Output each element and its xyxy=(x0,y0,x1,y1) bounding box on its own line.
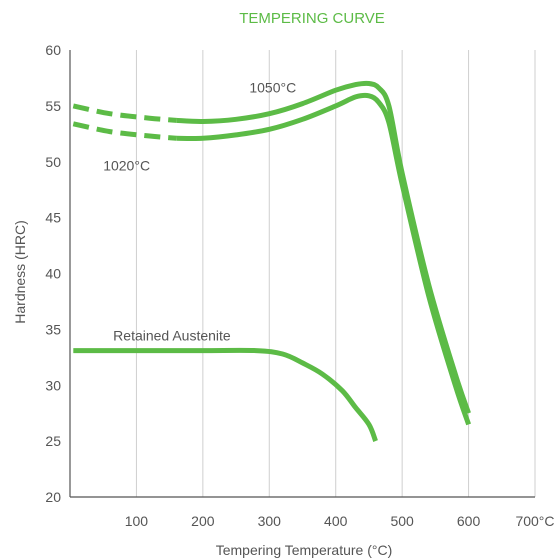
y-tick-label-55: 55 xyxy=(45,98,61,114)
y-tick-label-25: 25 xyxy=(45,433,61,449)
x-tick-label-100: 100 xyxy=(125,513,149,529)
annotation-1050-c: 1050°C xyxy=(249,79,296,95)
y-tick-label-20: 20 xyxy=(45,489,61,505)
y-tick-label-40: 40 xyxy=(45,266,61,282)
annotation-1020-c: 1020°C xyxy=(103,158,150,174)
x-tick-labels: 100 200 300 400 500 600 700°C xyxy=(125,513,555,529)
chart-title: TEMPERING CURVE xyxy=(239,10,385,27)
y-tick-label-30: 30 xyxy=(45,377,61,393)
series-line-retained-austenite xyxy=(73,347,378,443)
series-line-1050-c xyxy=(176,80,471,415)
y-tick-label-35: 35 xyxy=(45,321,61,337)
annotations: 1050°C 1020°C Retained Austenite xyxy=(103,79,296,343)
axes xyxy=(69,50,535,498)
y-tick-label-45: 45 xyxy=(45,210,61,226)
x-tick-label-300: 300 xyxy=(258,513,282,529)
series-lines xyxy=(72,80,471,443)
series-line-1020-c-dashed xyxy=(72,121,177,141)
x-tick-label-600: 600 xyxy=(457,513,481,529)
series-line-1020-c xyxy=(176,92,471,426)
y-tick-label-50: 50 xyxy=(45,154,61,170)
series-line-1050-c-dashed xyxy=(72,103,177,123)
x-tick-label-700: 700°C xyxy=(515,513,554,529)
x-axis-label: Tempering Temperature (°C) xyxy=(216,542,393,558)
grid-lines xyxy=(135,50,536,497)
x-tick-label-400: 400 xyxy=(324,513,348,529)
y-tick-labels: 20 25 30 35 40 45 50 55 60 xyxy=(45,42,61,505)
y-tick-label-60: 60 xyxy=(45,42,61,58)
x-tick-label-200: 200 xyxy=(191,513,215,529)
annotation-retained-austenite: Retained Austenite xyxy=(113,328,231,344)
y-axis-label: Hardness (HRC) xyxy=(12,220,28,323)
x-tick-label-500: 500 xyxy=(390,513,414,529)
